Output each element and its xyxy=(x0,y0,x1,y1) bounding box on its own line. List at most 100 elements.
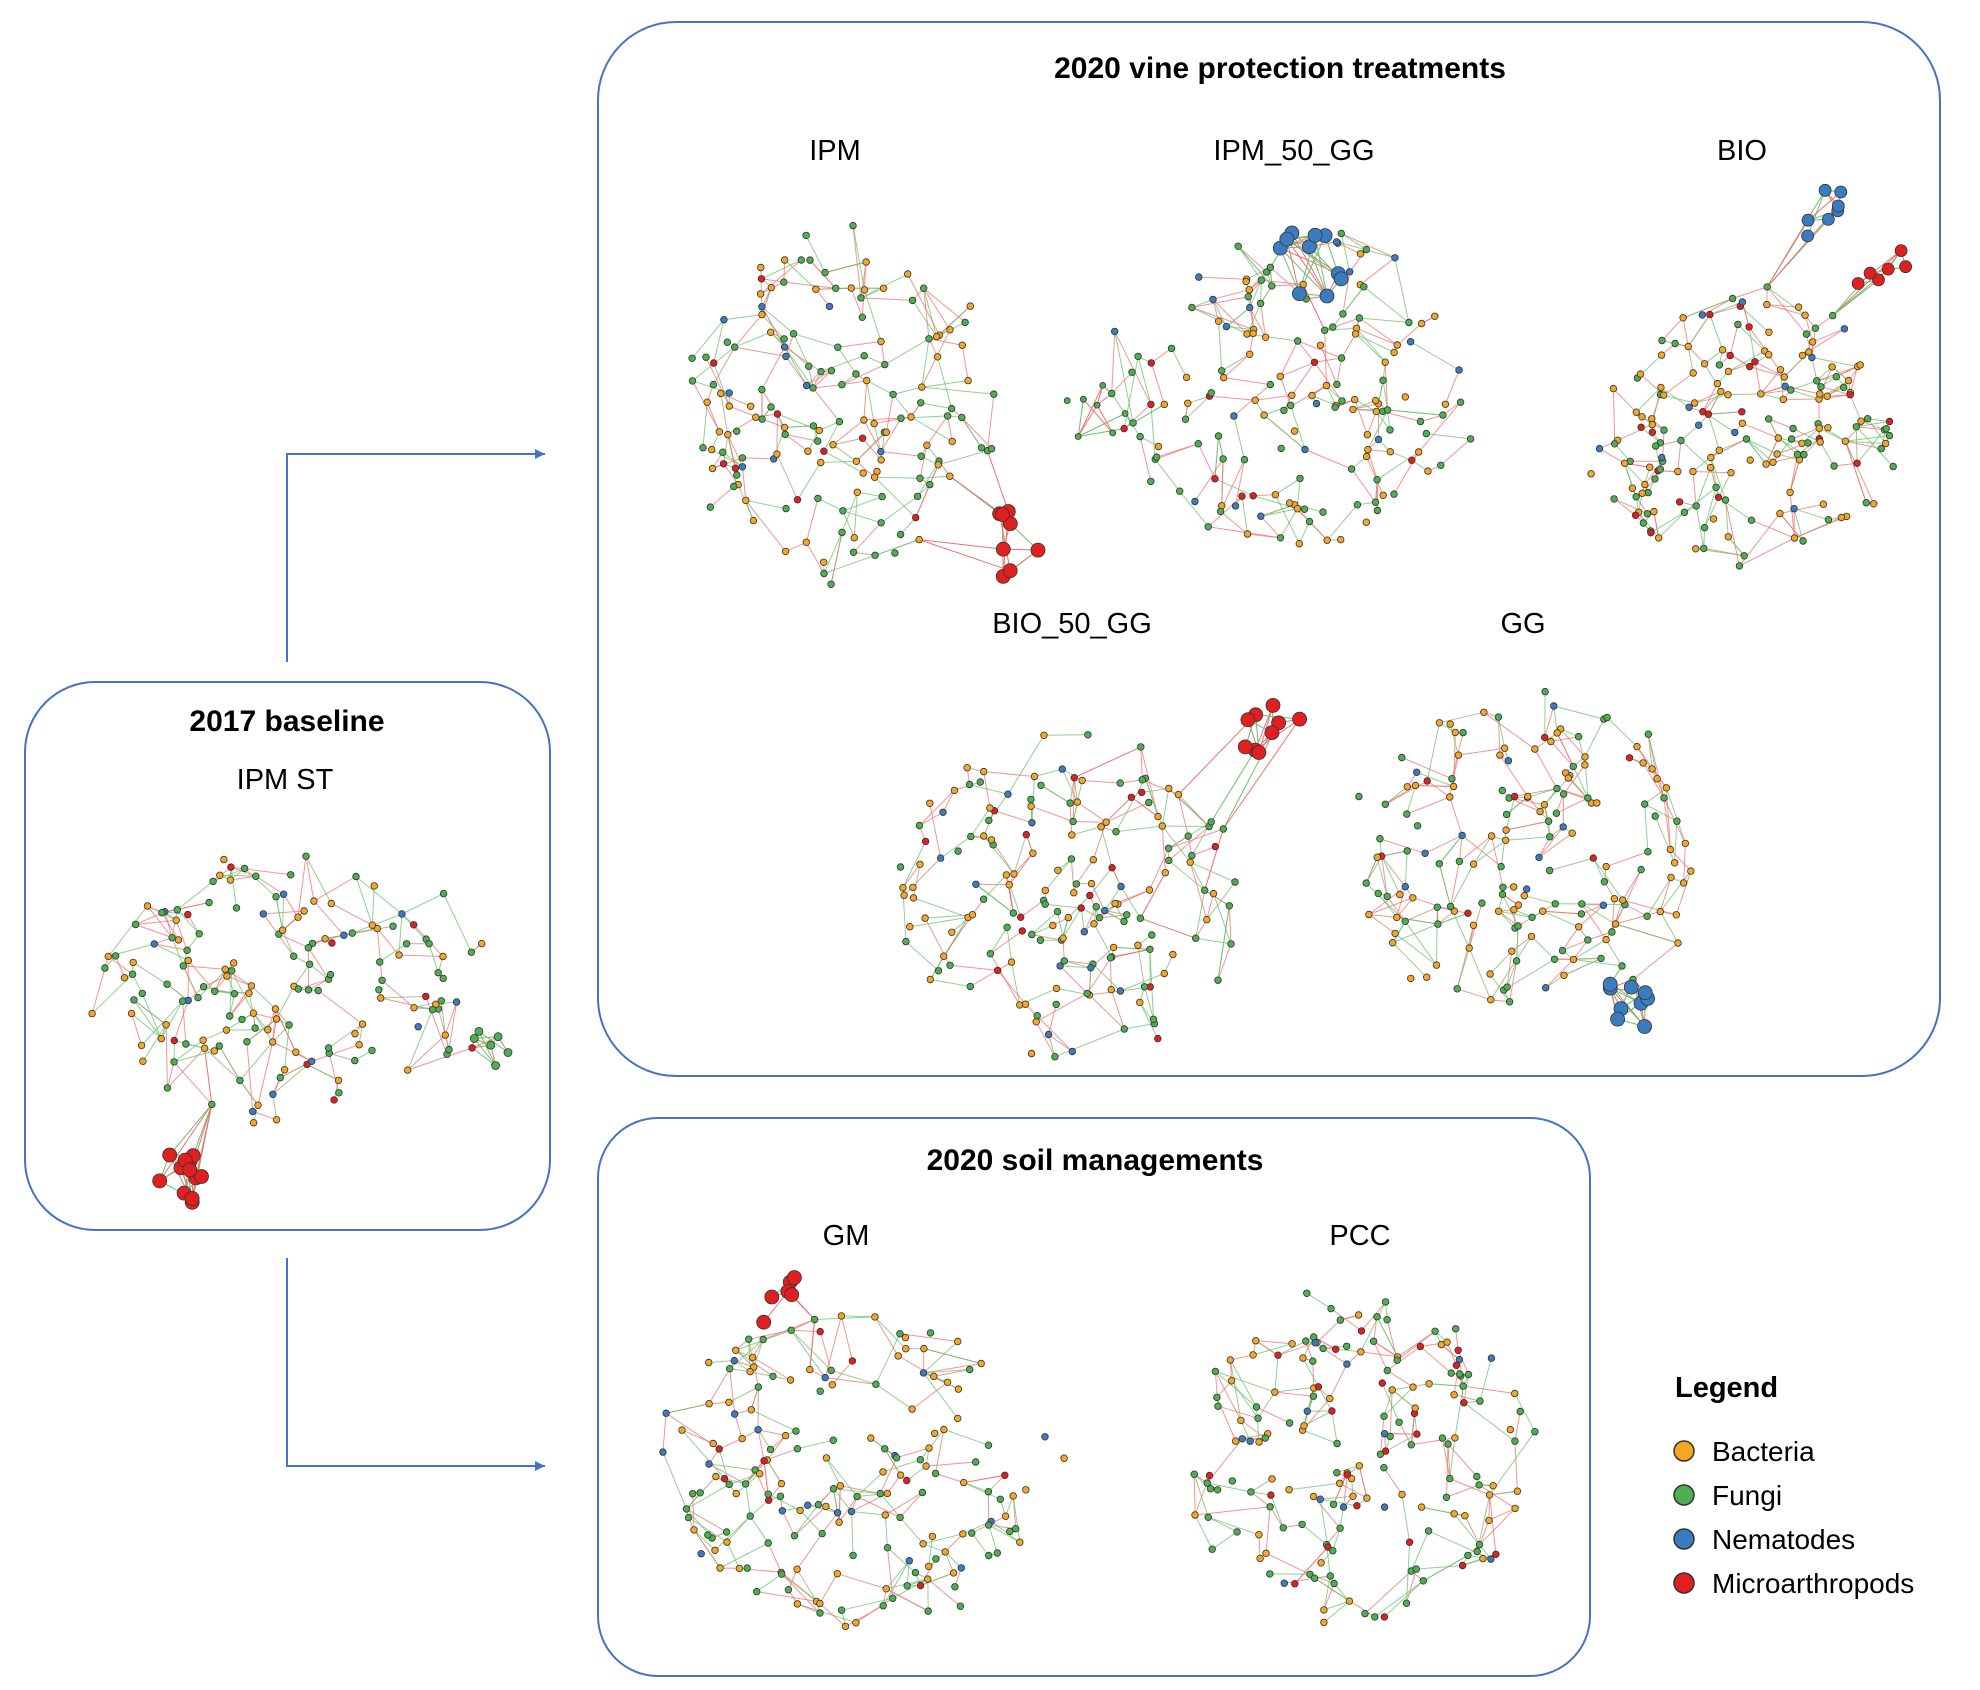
network-node xyxy=(1401,917,1409,925)
network-node xyxy=(852,457,861,465)
network-edge xyxy=(906,1560,910,1586)
network-node xyxy=(1413,822,1422,830)
network-edge xyxy=(1647,734,1665,799)
network-edge xyxy=(1279,376,1292,406)
network-edge xyxy=(1751,519,1795,539)
network-edge xyxy=(790,1329,832,1371)
network-node xyxy=(1136,998,1144,1007)
network-edge xyxy=(885,1588,929,1612)
network-node xyxy=(1108,864,1116,872)
network-edge xyxy=(1255,1340,1279,1356)
network-node xyxy=(216,871,224,879)
network-node xyxy=(709,380,718,389)
network-node xyxy=(226,876,235,884)
network-edge xyxy=(922,1543,946,1553)
network-edge xyxy=(1424,834,1463,854)
network-node xyxy=(1632,408,1640,416)
network-node xyxy=(1345,268,1354,276)
network-node xyxy=(1299,1354,1307,1362)
network-edge xyxy=(1420,414,1444,422)
network-edge xyxy=(1365,857,1378,884)
network-node xyxy=(1657,383,1665,392)
network-node xyxy=(1285,499,1294,507)
network-edge xyxy=(1606,717,1638,747)
network-edge xyxy=(1228,905,1232,944)
network-node xyxy=(821,1373,829,1382)
network-edge xyxy=(1641,467,1651,494)
network-edge xyxy=(1396,897,1414,918)
network-node xyxy=(1120,1025,1128,1033)
network-edge xyxy=(831,1369,877,1385)
network-edge xyxy=(1008,852,1034,886)
network-node xyxy=(1261,333,1270,341)
network-node xyxy=(1487,1555,1495,1563)
network-edge xyxy=(1291,232,1328,297)
network-edge xyxy=(1505,836,1550,841)
network-edge xyxy=(1793,508,1795,539)
network-node xyxy=(389,922,397,930)
network-edge xyxy=(1702,391,1722,413)
network-node xyxy=(787,1270,802,1285)
network-node xyxy=(867,1434,875,1442)
network-edge xyxy=(171,909,178,938)
network-edge xyxy=(794,1504,819,1537)
network-edge xyxy=(929,803,942,859)
network-edge xyxy=(1509,960,1518,1002)
network-node xyxy=(1541,984,1550,992)
network-edge xyxy=(1441,1438,1451,1479)
network-node xyxy=(227,863,235,871)
network-edge xyxy=(1508,797,1541,812)
network-edge xyxy=(797,462,822,500)
network-node xyxy=(1354,1311,1363,1319)
network-node xyxy=(1691,545,1700,553)
network-node xyxy=(1446,1474,1454,1483)
network-edge xyxy=(1654,815,1676,863)
network-edge xyxy=(942,790,955,813)
network-node xyxy=(731,464,740,472)
network-node xyxy=(1247,1488,1255,1496)
network-edge xyxy=(407,1009,434,1071)
network-edge xyxy=(1680,440,1711,468)
network-node xyxy=(1559,790,1568,798)
network-edge xyxy=(1031,925,1053,935)
network-edge xyxy=(693,1529,721,1569)
network-node xyxy=(756,1314,772,1330)
network-edge xyxy=(1114,889,1150,904)
network-node xyxy=(1581,761,1589,769)
network-node xyxy=(835,1518,843,1526)
network-node xyxy=(829,1484,838,1493)
network-node xyxy=(272,893,280,901)
network-edge xyxy=(1250,1478,1273,1493)
network-node xyxy=(1188,851,1196,860)
network-node xyxy=(1251,396,1259,404)
network-node xyxy=(1349,1492,1357,1500)
network-edge xyxy=(159,1104,213,1182)
network-node xyxy=(1659,391,1668,399)
network-node xyxy=(903,1582,911,1590)
network-node xyxy=(227,967,236,975)
network-edge xyxy=(1581,903,1607,940)
network-edge xyxy=(1687,314,1711,347)
network-node xyxy=(920,284,928,292)
network-node xyxy=(1160,969,1168,978)
network-edge xyxy=(1060,965,1091,969)
network-edge xyxy=(1497,717,1501,756)
network-node xyxy=(1323,536,1331,544)
network-node xyxy=(838,528,846,537)
network-edge xyxy=(1772,438,1792,463)
network-node xyxy=(491,1061,501,1070)
network-node xyxy=(904,270,912,278)
network-edge xyxy=(1368,914,1397,918)
network-node xyxy=(948,928,956,936)
network-edge xyxy=(1663,372,1694,396)
network-node xyxy=(1053,907,1062,916)
network-edge xyxy=(1072,777,1075,822)
network-edge xyxy=(1497,717,1506,749)
network-node xyxy=(990,390,998,398)
network-node xyxy=(439,889,448,898)
network-edge xyxy=(1499,754,1529,797)
network-node xyxy=(1623,979,1639,995)
network-node xyxy=(1231,878,1239,886)
network-edge xyxy=(807,430,820,452)
network-node xyxy=(1190,1470,1198,1478)
